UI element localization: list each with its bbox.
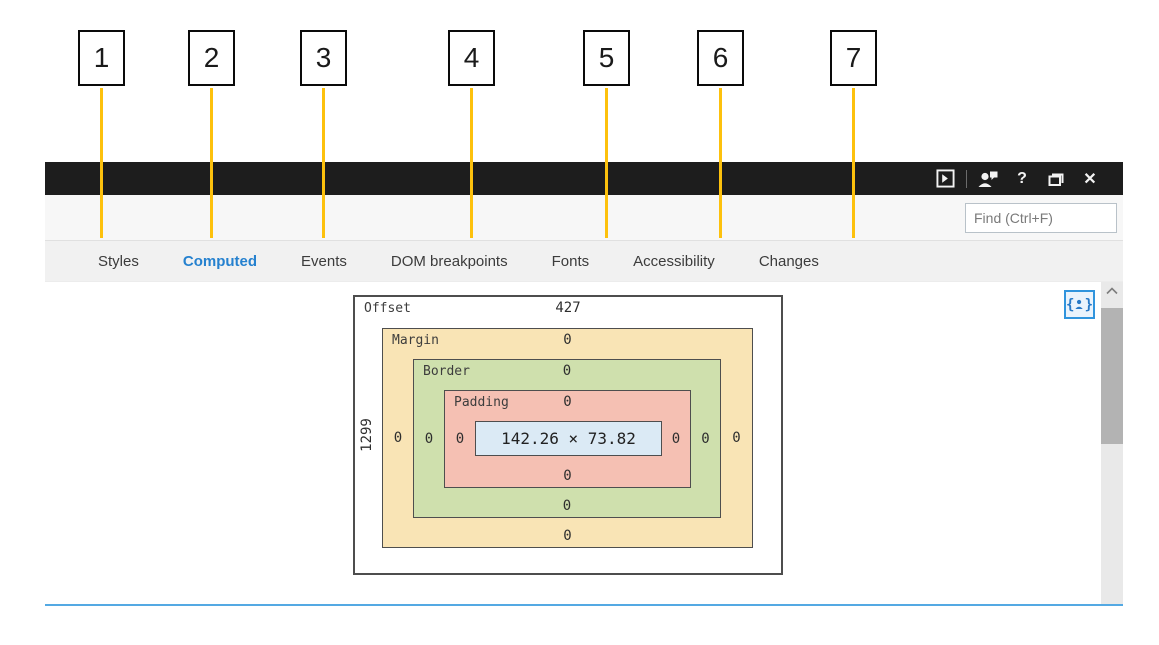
callout-line-5 (605, 88, 608, 238)
titlebar-separator (966, 169, 967, 188)
tab-styles[interactable]: Styles (98, 252, 139, 270)
toolbar (45, 195, 1123, 241)
margin-label: Margin (392, 333, 439, 348)
padding-label: Padding (454, 395, 509, 410)
margin-left-value: 0 (393, 430, 403, 446)
offset-label: Offset (364, 301, 411, 316)
tab-dom-breakpoints[interactable]: DOM breakpoints (390, 252, 508, 270)
tab-computed[interactable]: Computed (182, 252, 258, 270)
callout-line-4 (470, 88, 473, 238)
box-model-diagram: Offset 427 1299 Margin 0 0 0 0 Border 0 … (353, 295, 783, 575)
callout-box-7: 7 (830, 30, 877, 86)
tab-changes[interactable]: Changes (758, 252, 819, 270)
tab-accessibility[interactable]: Accessibility (633, 252, 715, 270)
content-size-box: 142.26 × 73.82 (475, 421, 662, 456)
callout-box-6: 6 (697, 30, 744, 86)
content-size-value: 142.26 × 73.82 (501, 429, 636, 448)
border-top-value: 0 (562, 363, 572, 379)
padding-right-value: 0 (671, 431, 681, 447)
feedback-icon[interactable] (971, 162, 1005, 195)
help-icon[interactable]: ? (1005, 162, 1039, 195)
border-label: Border (423, 364, 470, 379)
padding-top-value: 0 (563, 394, 572, 410)
titlebar: ? ✕ (45, 162, 1123, 195)
close-icon[interactable]: ✕ (1073, 162, 1107, 195)
offset-width-value: 427 (555, 300, 581, 316)
padding-left-value: 0 (455, 431, 465, 447)
callout-box-5: 5 (583, 30, 630, 86)
margin-top-value: 0 (563, 332, 572, 348)
callout-line-6 (719, 88, 722, 238)
left-brace-glyph: { (1066, 296, 1075, 313)
person-icon (1075, 299, 1084, 309)
scroll-up-icon[interactable] (1101, 282, 1123, 300)
tab-events[interactable]: Events (301, 252, 347, 270)
vertical-scrollbar[interactable] (1101, 282, 1123, 604)
border-left-value: 0 (424, 430, 434, 447)
margin-ring: Margin 0 0 0 0 Border 0 0 0 0 Padding 0 … (382, 328, 753, 548)
computed-panel-content: Offset 427 1299 Margin 0 0 0 0 Border 0 … (45, 282, 1123, 606)
user-element-button[interactable]: {} (1064, 290, 1095, 319)
find-input[interactable] (965, 202, 1117, 233)
right-brace-glyph: } (1084, 296, 1093, 313)
callout-line-7 (852, 88, 855, 238)
border-ring: Border 0 0 0 0 Padding 0 0 0 0 142.26 × … (413, 359, 721, 518)
border-right-value: 0 (701, 430, 710, 447)
tab-fonts[interactable]: Fonts (551, 252, 590, 270)
border-bottom-value: 0 (562, 498, 572, 514)
margin-right-value: 0 (732, 430, 741, 446)
callout-line-2 (210, 88, 213, 238)
callout-box-3: 3 (300, 30, 347, 86)
close-glyph: ✕ (1083, 170, 1097, 188)
callout-box-2: 2 (188, 30, 235, 86)
devtools-panel: ? ✕ Styles Computed Events DOM breakpoin… (45, 162, 1123, 607)
tab-bar: Styles Computed Events DOM breakpoints F… (45, 241, 1123, 282)
padding-bottom-value: 0 (563, 468, 572, 484)
padding-ring: Padding 0 0 0 0 142.26 × 73.82 (444, 390, 691, 488)
margin-bottom-value: 0 (563, 528, 572, 544)
callout-line-3 (322, 88, 325, 238)
callout-box-4: 4 (448, 30, 495, 86)
console-icon[interactable] (928, 162, 962, 195)
callout-line-1 (100, 88, 103, 238)
offset-height-value: 1299 (359, 418, 375, 452)
restore-icon[interactable] (1039, 162, 1073, 195)
help-glyph: ? (1017, 169, 1027, 187)
callout-box-1: 1 (78, 30, 125, 86)
scrollbar-thumb[interactable] (1101, 308, 1123, 444)
